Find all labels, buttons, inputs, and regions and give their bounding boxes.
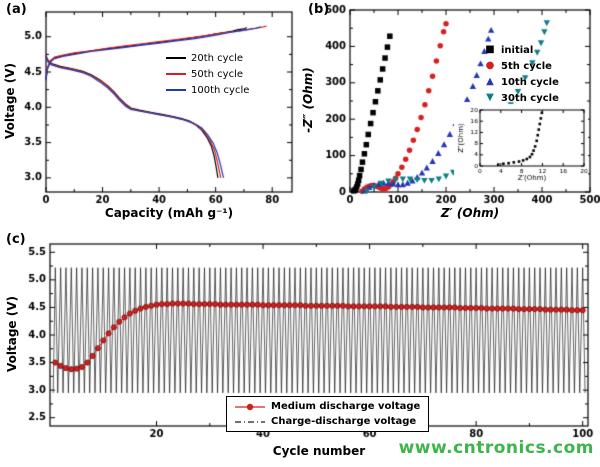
triangle-up-marker-icon: ▲	[486, 76, 494, 87]
legend-label: initial	[501, 44, 534, 56]
legend-item-20th-cycle: 20th cycle	[166, 50, 249, 66]
panel-b-x-axis-title: Z′ (Ohm)	[440, 206, 500, 220]
legend-label: 5th cycle	[501, 60, 552, 72]
panel-c: (c) Voltage (V) Cycle number Medium disc…	[0, 230, 600, 467]
legend-panel-b: ■ initial ● 5th cycle ▲ 10th cycle ▼ 30t…	[484, 42, 559, 106]
legend-item-50th-cycle: 50th cycle	[166, 66, 249, 82]
panel-a-label: (a)	[6, 2, 27, 17]
legend-item-5th-cycle: ● 5th cycle	[484, 58, 559, 74]
legend-label: 30th cycle	[501, 92, 559, 104]
line-circle-marker-icon	[235, 403, 265, 410]
panel-c-x-axis-title: Cycle number	[272, 444, 366, 458]
legend-panel-c: Medium discharge voltage Charge-discharg…	[226, 396, 430, 432]
panel-c-y-axis-title: Voltage (V)	[5, 296, 19, 372]
legend-item-10th-cycle: ▲ 10th cycle	[484, 74, 559, 90]
watermark: www.cntronics.com	[398, 438, 594, 458]
legend-item-medium-discharge: Medium discharge voltage	[235, 399, 420, 414]
panel-b: (b) -Z″ (Ohm) Z′ (Ohm) ■ initial ● 5th c…	[300, 0, 600, 230]
panel-a-plot	[0, 0, 300, 230]
legend-label: Medium discharge voltage	[271, 401, 421, 412]
triangle-down-marker-icon: ▼	[486, 92, 494, 103]
panel-b-plot	[300, 0, 600, 230]
legend-label: 100th cycle	[191, 84, 250, 96]
panel-b-y-axis-title: -Z″ (Ohm)	[301, 67, 315, 133]
legend-panel-a: 20th cycle 50th cycle 100th cycle	[166, 50, 249, 98]
line-swatch-20th	[166, 57, 186, 59]
panel-a-x-axis-title: Capacity (mAh g⁻¹)	[104, 206, 234, 220]
dash-dot-line-icon	[235, 420, 265, 423]
legend-item-30th-cycle: ▼ 30th cycle	[484, 90, 559, 106]
legend-label: 10th cycle	[501, 76, 559, 88]
square-marker-icon: ■	[485, 44, 495, 55]
line-swatch-100th	[166, 89, 186, 91]
line-swatch-50th	[166, 73, 186, 75]
panel-b-label: (b)	[308, 2, 330, 17]
circle-marker-icon: ●	[485, 60, 495, 71]
panel-a: (a) Voltage (V) Capacity (mAh g⁻¹) 20th …	[0, 0, 300, 230]
panel-c-label: (c)	[6, 232, 26, 247]
legend-item-charge-discharge: Charge-discharge voltage	[235, 414, 420, 429]
legend-label: 20th cycle	[191, 52, 244, 64]
panel-a-y-axis-title: Voltage (V)	[3, 63, 17, 139]
legend-label: 50th cycle	[191, 68, 244, 80]
legend-item-100th-cycle: 100th cycle	[166, 82, 249, 98]
legend-item-initial: ■ initial	[484, 42, 559, 58]
legend-label: Charge-discharge voltage	[271, 416, 417, 427]
